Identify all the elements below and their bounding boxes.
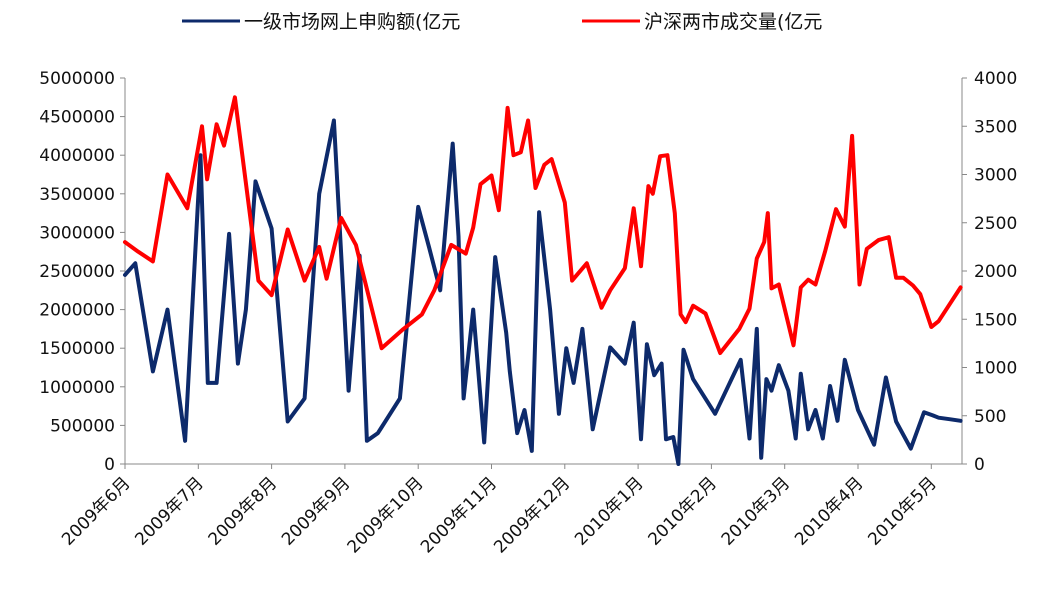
x-tick-label: 2009年6月 xyxy=(58,473,134,549)
y-right-tick-label: 2000 xyxy=(974,262,1017,282)
y-right-tick-label: 0 xyxy=(974,455,985,475)
y-right-tick-label: 3000 xyxy=(974,166,1017,186)
y-left-tick-label: 4000000 xyxy=(39,146,115,166)
y-left-tick-label: 0 xyxy=(104,455,115,475)
legend-label-turnover: 沪深两市成交量(亿元 xyxy=(644,11,822,33)
y-left-tick-label: 3500000 xyxy=(39,185,115,205)
x-tick-label: 2010年5月 xyxy=(864,473,940,549)
y-left-tick-label: 4500000 xyxy=(39,108,115,128)
y-right-tick-label: 500 xyxy=(974,407,1006,427)
plot-area xyxy=(123,95,963,466)
x-tick-label: 2009年12月 xyxy=(490,473,574,557)
legend-label-subscription: 一级市场网上申购额(亿元 xyxy=(244,11,460,33)
x-tick-label: 2010年4月 xyxy=(791,473,867,549)
x-tick-label: 2009年10月 xyxy=(344,473,428,557)
y-right-tick-label: 4000 xyxy=(974,69,1017,89)
y-right-tick-label: 2500 xyxy=(974,214,1017,234)
y-left-tick-label: 500000 xyxy=(50,416,115,436)
y-right-tick-label: 1000 xyxy=(974,359,1017,379)
x-tick-label: 2009年8月 xyxy=(205,473,281,549)
series-line-turnover xyxy=(123,95,963,355)
x-tick-label: 2010年2月 xyxy=(645,473,721,549)
y-left-tick-label: 1500000 xyxy=(39,339,115,359)
y-left-tick-label: 1000000 xyxy=(39,378,115,398)
x-tick-label: 2009年9月 xyxy=(278,473,354,549)
y-left-tick-label: 3000000 xyxy=(39,223,115,243)
y-right-tick-label: 1500 xyxy=(974,310,1017,330)
y-left-tick-label: 5000000 xyxy=(39,69,115,89)
series-line-subscription xyxy=(123,118,963,466)
legend: 一级市场网上申购额(亿元 沪深两市成交量(亿元 xyxy=(182,11,822,33)
x-tick-label: 2009年11月 xyxy=(417,473,501,557)
y-left-tick-label: 2000000 xyxy=(39,301,115,321)
x-tick-label: 2010年3月 xyxy=(718,473,794,549)
axes: 0500000100000015000002000000250000030000… xyxy=(39,69,1017,557)
y-left-tick-label: 2500000 xyxy=(39,262,115,282)
y-right-tick-label: 3500 xyxy=(974,117,1017,137)
x-tick-label: 2010年1月 xyxy=(571,473,647,549)
x-tick-label: 2009年7月 xyxy=(131,473,207,549)
